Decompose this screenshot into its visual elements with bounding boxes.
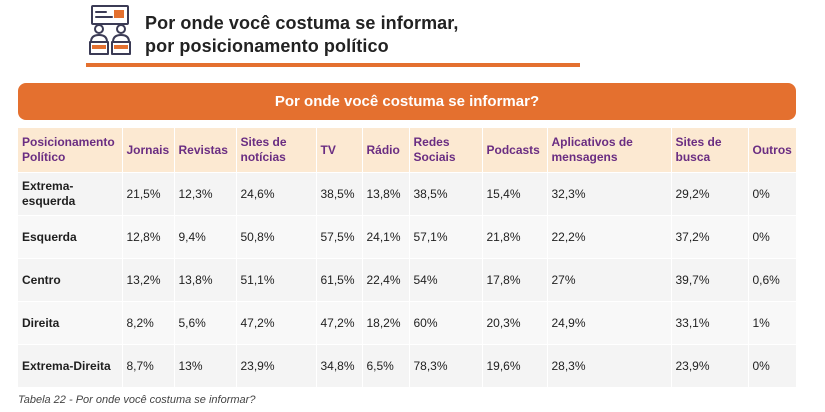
column-header: Redes Sociais (409, 128, 483, 173)
table-cell: 27% (547, 258, 672, 302)
table-cell: 28,3% (547, 344, 672, 387)
table-row: Esquerda 12,8% 9,4% 50,8% 57,5% 24,1% 57… (18, 215, 797, 259)
data-table: Posicionamento Político Jornais Revistas… (18, 128, 797, 387)
table-cell: 22,2% (547, 215, 672, 259)
table-cell: 57,5% (316, 215, 363, 259)
column-header: Jornais (122, 128, 175, 173)
row-label: Direita (18, 301, 123, 345)
table-cell: 23,9% (671, 344, 749, 387)
column-header: Rádio (362, 128, 410, 173)
table-cell: 20,3% (482, 301, 548, 345)
row-label: Esquerda (18, 215, 123, 259)
table-row: Extrema-Direita 8,7% 13% 23,9% 34,8% 6,5… (18, 344, 797, 387)
column-header: Outros (748, 128, 797, 173)
table-cell: 60% (409, 301, 483, 345)
table-cell: 50,8% (236, 215, 317, 259)
table-cell: 51,1% (236, 258, 317, 302)
table-cell: 39,7% (671, 258, 749, 302)
table-cell: 22,4% (362, 258, 410, 302)
page-header: Por onde você costuma se informar, por p… (86, 4, 586, 70)
table-cell: 0,6% (748, 258, 797, 302)
table-cell: 13,8% (174, 258, 237, 302)
column-header: Podcasts (482, 128, 548, 173)
table-cell: 34,8% (316, 344, 363, 387)
column-header: TV (316, 128, 363, 173)
table-cell: 54% (409, 258, 483, 302)
table-cell: 0% (748, 344, 797, 387)
table-cell: 24,6% (236, 172, 317, 216)
table-cell: 33,1% (671, 301, 749, 345)
people-at-board-icon (89, 5, 131, 55)
table-title-banner: Por onde você costuma se informar? (18, 83, 796, 120)
column-header: Aplicativos de mensagens (547, 128, 672, 173)
table-cell: 57,1% (409, 215, 483, 259)
page-title: Por onde você costuma se informar, por p… (145, 12, 459, 58)
column-header: Sites de busca (671, 128, 749, 173)
row-label: Centro (18, 258, 123, 302)
table-cell: 21,8% (482, 215, 548, 259)
table-cell: 8,2% (122, 301, 175, 345)
table-cell: 18,2% (362, 301, 410, 345)
table-cell: 21,5% (122, 172, 175, 216)
page-title-line-1: Por onde você costuma se informar, (145, 13, 459, 33)
table-cell: 9,4% (174, 215, 237, 259)
table-cell: 15,4% (482, 172, 548, 216)
column-header: Sites de notícias (236, 128, 317, 173)
table-cell: 78,3% (409, 344, 483, 387)
table-row: Extrema-esquerda 21,5% 12,3% 24,6% 38,5%… (18, 172, 797, 216)
table-cell: 13% (174, 344, 237, 387)
table-cell: 8,7% (122, 344, 175, 387)
table-cell: 61,5% (316, 258, 363, 302)
table-cell: 47,2% (236, 301, 317, 345)
table-row: Direita 8,2% 5,6% 47,2% 47,2% 18,2% 60% … (18, 301, 797, 345)
table-row: Centro 13,2% 13,8% 51,1% 61,5% 22,4% 54%… (18, 258, 797, 302)
table-cell: 0% (748, 215, 797, 259)
table-cell: 6,5% (362, 344, 410, 387)
column-header: Posicionamento Político (18, 128, 123, 173)
table-cell: 13,2% (122, 258, 175, 302)
table-cell: 38,5% (409, 172, 483, 216)
table-cell: 47,2% (316, 301, 363, 345)
table-cell: 29,2% (671, 172, 749, 216)
table-cell: 38,5% (316, 172, 363, 216)
table-cell: 0% (748, 172, 797, 216)
row-label: Extrema-Direita (18, 344, 123, 387)
table-cell: 37,2% (671, 215, 749, 259)
table-cell: 13,8% (362, 172, 410, 216)
header-divider (86, 63, 580, 67)
table-cell: 12,8% (122, 215, 175, 259)
page-title-line-2: por posicionamento político (145, 36, 389, 56)
column-header: Revistas (174, 128, 237, 173)
row-label: Extrema-esquerda (18, 172, 123, 216)
table-cell: 23,9% (236, 344, 317, 387)
table-cell: 19,6% (482, 344, 548, 387)
table-cell: 12,3% (174, 172, 237, 216)
table-cell: 32,3% (547, 172, 672, 216)
table-cell: 5,6% (174, 301, 237, 345)
table-caption: Tabela 22 - Por onde você costuma se inf… (18, 394, 256, 406)
table-cell: 24,9% (547, 301, 672, 345)
table-cell: 24,1% (362, 215, 410, 259)
table-cell: 1% (748, 301, 797, 345)
table-header-row: Posicionamento Político Jornais Revistas… (18, 128, 797, 173)
table-cell: 17,8% (482, 258, 548, 302)
